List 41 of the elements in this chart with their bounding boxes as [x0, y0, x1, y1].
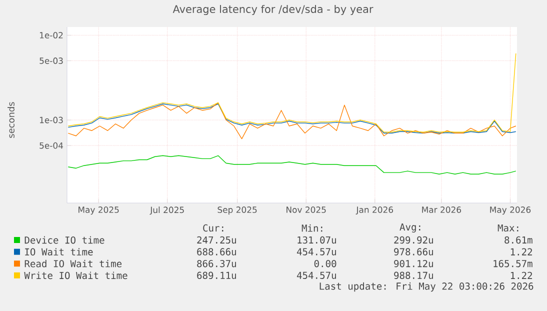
- text: 688.66u: [197, 248, 236, 256]
- text: 1.22: [510, 272, 532, 279]
- legend-label: Read IO Wait time: [24, 260, 122, 268]
- text: 247.25u: [197, 236, 236, 244]
- text: 131.07u: [298, 236, 336, 244]
- y-axis-title: seconds: [8, 102, 14, 138]
- text: 978.66u: [394, 248, 433, 256]
- text: 1.22: [510, 248, 532, 256]
- text: 689.11u: [197, 272, 236, 280]
- text: 988.17u: [394, 272, 433, 280]
- text: 165.57m: [494, 260, 532, 268]
- text: 454.57u: [296, 272, 336, 279]
- x-tick-label: Jul 2025: [150, 206, 184, 215]
- y-tick-label: 1e-03: [40, 116, 63, 124]
- line-series: [68, 53, 516, 132]
- chart-title: Average latency for /dev/sda - by year: [172, 4, 374, 16]
- text: Cur:: [203, 224, 224, 232]
- text: Last update: Fri May 22 03:00:26 2026: [320, 282, 534, 292]
- x-tick-label: Jan 2026: [356, 206, 394, 215]
- x-tick-label: Mar 2026: [422, 206, 462, 213]
- legend-label: IO Wait time: [25, 248, 93, 256]
- y-tick-label: 1e-02: [40, 32, 63, 38]
- text: 299.92u: [394, 236, 433, 244]
- text: Max:: [498, 224, 518, 232]
- text: Avg:: [400, 223, 420, 233]
- text: 866.37u: [197, 260, 236, 268]
- x-tick-label: Nov 2025: [286, 206, 326, 213]
- text: 8.61m: [504, 236, 532, 244]
- legend-label: Device IO time: [24, 236, 104, 244]
- text: 0.00: [314, 260, 336, 268]
- y-tick-label: 5e-03: [40, 58, 63, 64]
- text: 901.12u: [394, 260, 433, 268]
- x-tick-label: May 2026: [490, 206, 531, 215]
- legend-label: Write IO Wait time: [24, 272, 128, 280]
- x-tick-label: Sep 2025: [218, 206, 257, 215]
- line-series: [68, 102, 516, 140]
- text: 454.57u: [296, 248, 336, 256]
- line-series: [68, 104, 516, 134]
- text: Min:: [302, 224, 322, 232]
- y-tick-label: 5e-04: [40, 142, 63, 149]
- x-tick-label: May 2025: [78, 206, 119, 215]
